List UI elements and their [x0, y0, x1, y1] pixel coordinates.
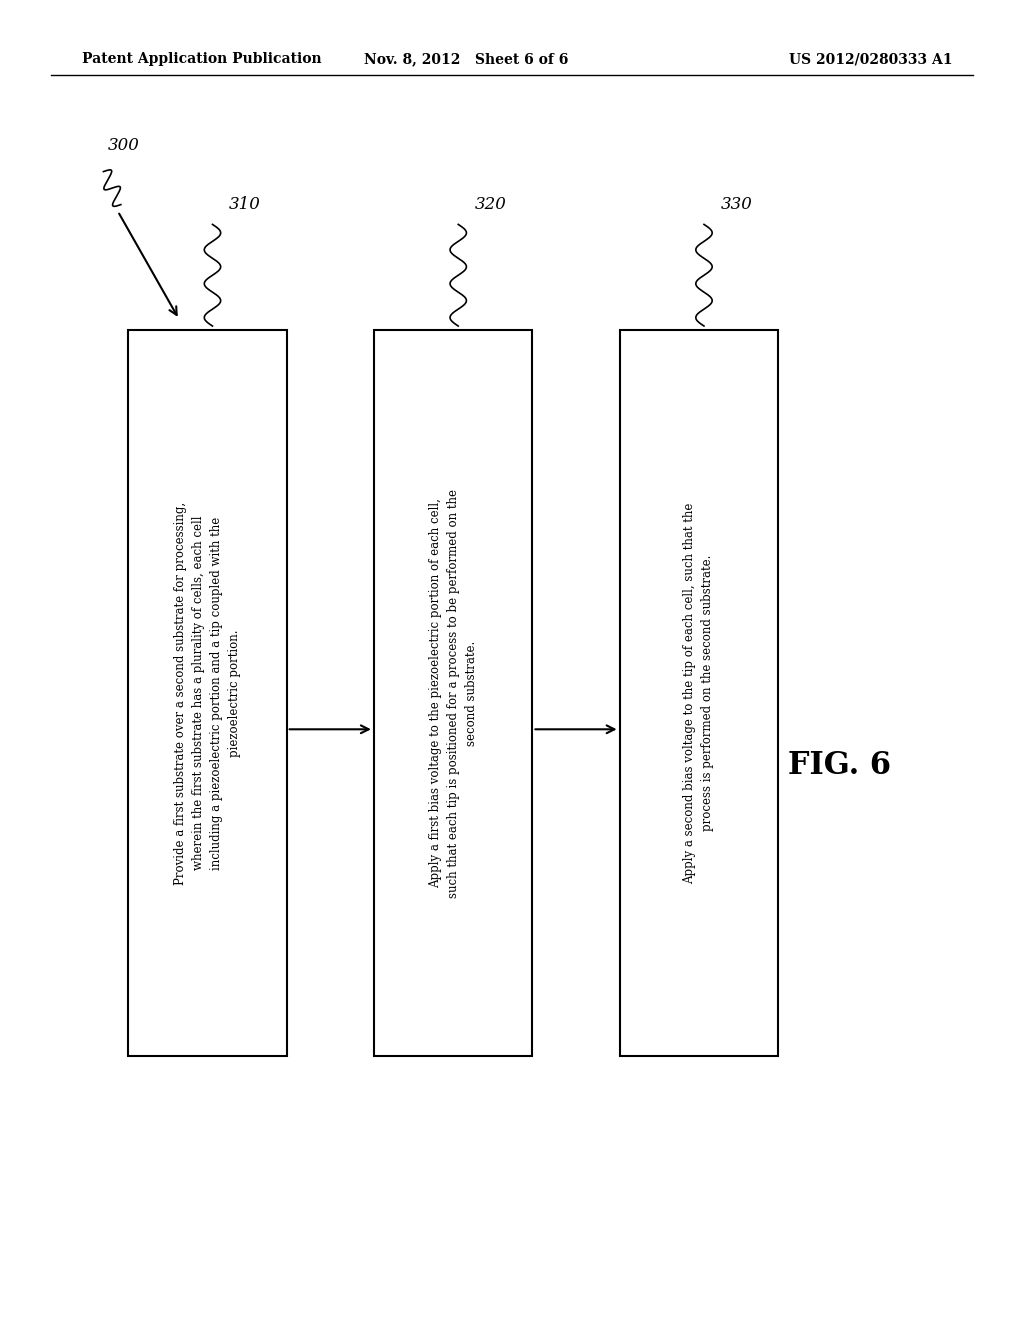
Text: FIG. 6: FIG. 6	[788, 750, 891, 781]
Bar	[620, 330, 778, 1056]
Text: 300: 300	[108, 137, 139, 154]
Text: Nov. 8, 2012   Sheet 6 of 6: Nov. 8, 2012 Sheet 6 of 6	[364, 53, 568, 66]
Text: 310: 310	[229, 195, 261, 213]
Text: Apply a first bias voltage to the piezoelectric portion of each cell,
such that : Apply a first bias voltage to the piezoe…	[429, 488, 477, 898]
Bar	[128, 330, 287, 1056]
Text: Patent Application Publication: Patent Application Publication	[82, 53, 322, 66]
Text: Provide a first substrate over a second substrate for processing,
wherein the fi: Provide a first substrate over a second …	[174, 502, 241, 884]
Bar	[374, 330, 532, 1056]
Text: US 2012/0280333 A1: US 2012/0280333 A1	[788, 53, 952, 66]
Text: 320: 320	[475, 195, 507, 213]
Text: 330: 330	[721, 195, 753, 213]
Text: Apply a second bias voltage to the tip of each cell, such that the
process is pe: Apply a second bias voltage to the tip o…	[683, 503, 715, 883]
